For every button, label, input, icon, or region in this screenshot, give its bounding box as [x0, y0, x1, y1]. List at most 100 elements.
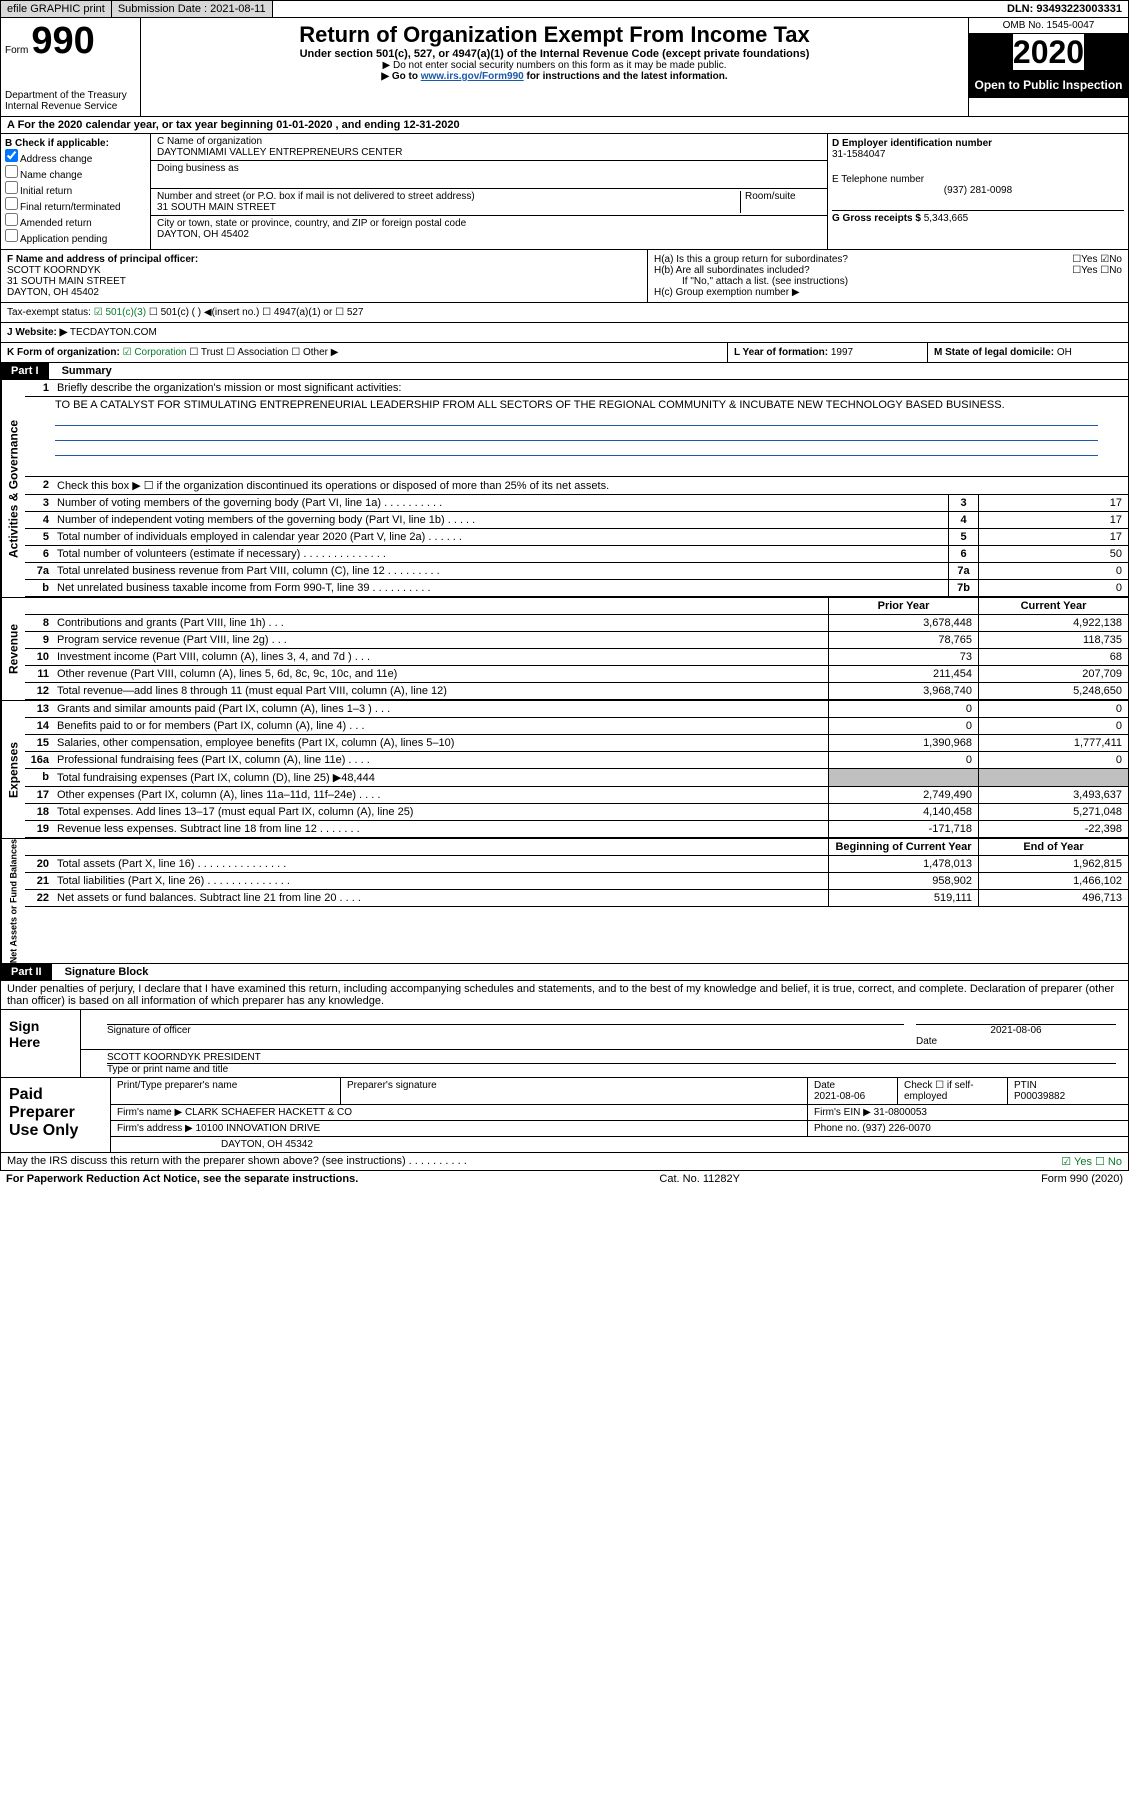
line2-label: Check this box ▶ ☐ if the organization d… — [53, 477, 1128, 494]
tax-year: 2020 — [1013, 34, 1084, 70]
line-text: Salaries, other compensation, employee b… — [53, 735, 828, 751]
dln-label: DLN: 93493223003331 — [1001, 1, 1128, 17]
line-prior: 3,968,740 — [828, 683, 978, 699]
line-curr: 118,735 — [978, 632, 1128, 648]
form-prefix: Form — [5, 45, 28, 56]
line-curr: 1,466,102 — [978, 873, 1128, 889]
line-prior: -171,718 — [828, 821, 978, 837]
efile-label[interactable]: efile GRAPHIC print — [1, 1, 112, 17]
hdr-begin: Beginning of Current Year — [828, 839, 978, 855]
line-prior: 3,678,448 — [828, 615, 978, 631]
ein-label: D Employer identification number — [832, 138, 1124, 149]
sig-officer-label: Signature of officer — [107, 1025, 904, 1036]
line1-label: Briefly describe the organization's miss… — [53, 380, 1128, 396]
discuss-yesno[interactable]: ☑ Yes ☐ No — [1061, 1155, 1122, 1168]
tax-527[interactable]: ☐ 527 — [335, 307, 363, 318]
officer-label: F Name and address of principal officer: — [7, 254, 641, 265]
chk-app-pending[interactable]: Application pending — [5, 229, 146, 245]
line-prior: 4,140,458 — [828, 804, 978, 820]
line-text: Net assets or fund balances. Subtract li… — [53, 890, 828, 906]
firm-ein: 31-0800053 — [874, 1107, 927, 1118]
block-b-c-d: B Check if applicable: Address change Na… — [0, 134, 1129, 250]
line-prior: 1,478,013 — [828, 856, 978, 872]
firm-addr-label: Firm's address ▶ — [117, 1123, 193, 1134]
sign-here-label: Sign Here — [1, 1010, 81, 1077]
paid-h2: Preparer's signature — [341, 1078, 808, 1104]
line-text: Total revenue—add lines 8 through 11 (mu… — [53, 683, 828, 699]
line-box: 4 — [948, 512, 978, 528]
formorg-label: K Form of organization: — [7, 347, 120, 358]
formorg-corp[interactable]: ☑ Corporation — [123, 347, 187, 358]
chk-name-change[interactable]: Name change — [5, 165, 146, 181]
tax-4947[interactable]: ☐ 4947(a)(1) or — [262, 307, 332, 318]
line-val: 17 — [978, 512, 1128, 528]
part2-title: Signature Block — [55, 964, 159, 980]
form-header: Form 990 Department of the Treasury Inte… — [0, 18, 1129, 117]
period-a: A For the 2020 calendar year, or tax yea… — [1, 117, 466, 133]
part1-title: Summary — [52, 363, 122, 379]
domicile-value: OH — [1057, 347, 1072, 358]
dba-value — [157, 174, 821, 186]
domicile-label: M State of legal domicile: — [934, 347, 1054, 358]
tax-501c[interactable]: ☐ 501(c) ( ) ◀(insert no.) — [149, 307, 260, 318]
line-prior: 1,390,968 — [828, 735, 978, 751]
perjury-text: Under penalties of perjury, I declare th… — [0, 981, 1129, 1010]
line-val: 17 — [978, 495, 1128, 511]
irs-link[interactable]: www.irs.gov/Form990 — [421, 71, 524, 82]
dba-label: Doing business as — [157, 163, 821, 174]
line-curr: 1,777,411 — [978, 735, 1128, 751]
hb-yesno[interactable]: ☐Yes ☐No — [1072, 265, 1122, 276]
hc-label: H(c) Group exemption number ▶ — [654, 287, 1122, 298]
form-note1: ▶ Do not enter social security numbers o… — [149, 60, 960, 71]
website-value: TECDAYTON.COM — [70, 327, 157, 338]
addr-label: Number and street (or P.O. box if mail i… — [157, 191, 740, 202]
firm-phone: (937) 226-0070 — [862, 1123, 930, 1134]
line-text: Net unrelated business taxable income fr… — [53, 580, 948, 596]
line-text: Contributions and grants (Part VIII, lin… — [53, 615, 828, 631]
gross-value: 5,343,665 — [924, 213, 969, 224]
line-curr: 496,713 — [978, 890, 1128, 906]
form-subtitle: Under section 501(c), 527, or 4947(a)(1)… — [149, 48, 960, 60]
line-val: 17 — [978, 529, 1128, 545]
firm-label: Firm's name ▶ — [117, 1107, 182, 1118]
line-val: 50 — [978, 546, 1128, 562]
line-curr: 5,271,048 — [978, 804, 1128, 820]
ha-yesno[interactable]: ☐Yes ☑No — [1072, 254, 1122, 265]
line-prior — [828, 769, 978, 786]
part1-tag: Part I — [1, 363, 49, 379]
chk-final-return[interactable]: Final return/terminated — [5, 197, 146, 213]
tax-501c3[interactable]: ☑ 501(c)(3) — [94, 307, 146, 318]
formorg-trust[interactable]: ☐ Trust — [189, 347, 223, 358]
ha-label: H(a) Is this a group return for subordin… — [654, 254, 848, 265]
addr-value: 31 SOUTH MAIN STREET — [157, 202, 740, 213]
line-val: 0 — [978, 563, 1128, 579]
footer-left: For Paperwork Reduction Act Notice, see … — [6, 1173, 358, 1185]
open-public-label: Open to Public Inspection — [969, 72, 1128, 98]
dept-label: Department of the Treasury Internal Reve… — [5, 90, 136, 112]
chk-address-change[interactable]: Address change — [5, 149, 146, 165]
line-prior: 958,902 — [828, 873, 978, 889]
line-curr: 68 — [978, 649, 1128, 665]
chk-initial-return[interactable]: Initial return — [5, 181, 146, 197]
part2-tag: Part II — [1, 964, 52, 980]
paid-h3: Date — [814, 1080, 891, 1091]
topbar: efile GRAPHIC print Submission Date : 20… — [0, 0, 1129, 18]
paid-h4[interactable]: Check ☐ if self-employed — [898, 1078, 1008, 1104]
line-curr: 0 — [978, 752, 1128, 768]
formorg-assoc[interactable]: ☐ Association — [226, 347, 288, 358]
form-title: Return of Organization Exempt From Incom… — [149, 22, 960, 48]
line-curr: 0 — [978, 718, 1128, 734]
line-prior: 211,454 — [828, 666, 978, 682]
section-expenses: Expenses — [1, 701, 25, 838]
line-box: 5 — [948, 529, 978, 545]
paid-h1: Print/Type preparer's name — [111, 1078, 341, 1104]
city-value: DAYTON, OH 45402 — [157, 229, 821, 240]
firm-ein-label: Firm's EIN ▶ — [814, 1107, 871, 1118]
paid-h3v: 2021-08-06 — [814, 1091, 891, 1102]
sig-name: SCOTT KOORNDYK PRESIDENT — [107, 1052, 1116, 1064]
formorg-other[interactable]: ☐ Other ▶ — [291, 347, 338, 358]
firm-addr2: DAYTON, OH 45342 — [111, 1137, 1128, 1152]
line-text: Number of voting members of the governin… — [53, 495, 948, 511]
form-number: 990 — [31, 20, 94, 62]
chk-amended[interactable]: Amended return — [5, 213, 146, 229]
